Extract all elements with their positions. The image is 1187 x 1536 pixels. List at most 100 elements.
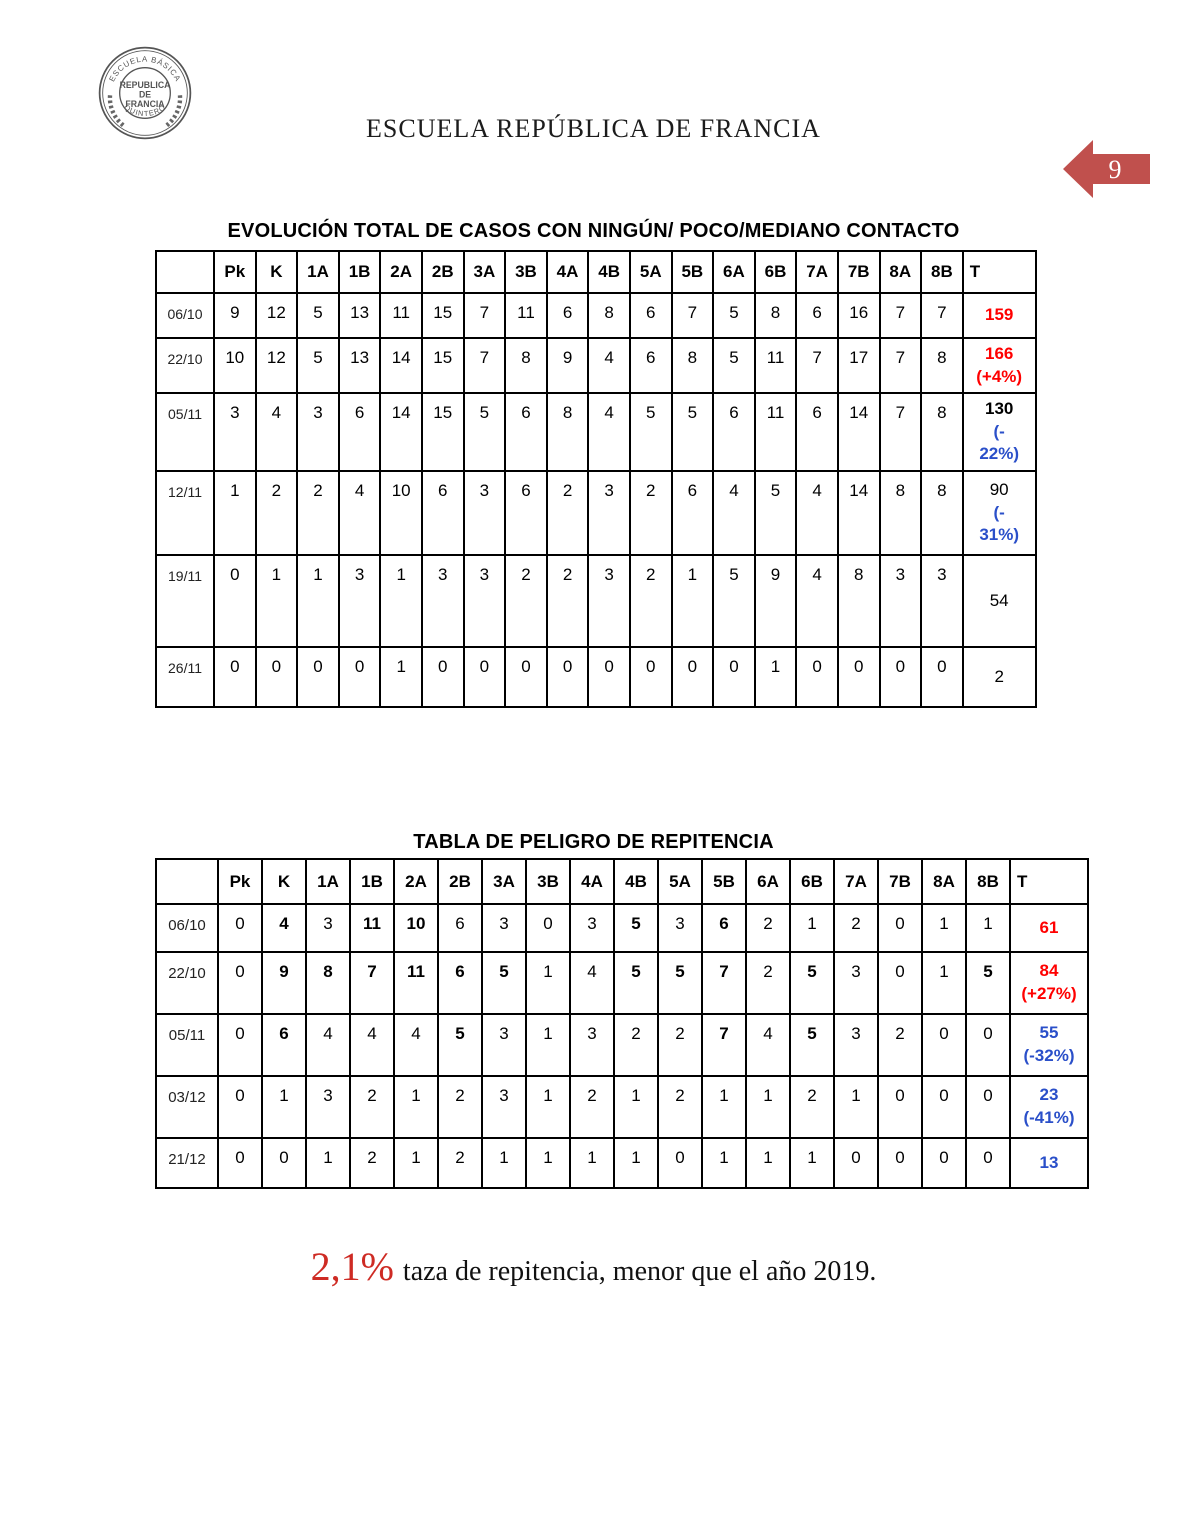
value-cell: 5: [296, 292, 340, 339]
value-cell: 14: [379, 337, 423, 394]
column-header: 1A: [305, 858, 351, 905]
column-header: 8A: [921, 858, 967, 905]
value-cell: 4: [587, 392, 631, 472]
column-header: 2B: [437, 858, 483, 905]
value-cell: 14: [379, 392, 423, 472]
value-cell: 1: [701, 1137, 747, 1189]
value-cell: 5: [753, 470, 798, 556]
value-cell: 4: [349, 1013, 395, 1077]
value-cell: 3: [481, 1013, 527, 1077]
value-cell: 0: [217, 1075, 263, 1139]
laurel-left-icon: [107, 94, 125, 128]
column-header: 6B: [789, 858, 835, 905]
value-cell: 1: [305, 1137, 351, 1189]
value-cell: 7: [878, 337, 923, 394]
value-cell: 8: [753, 292, 798, 339]
value-cell: 2: [657, 1075, 703, 1139]
total-line: 13: [1039, 1152, 1059, 1172]
value-cell: 1: [921, 951, 967, 1015]
value-cell: 0: [420, 646, 465, 708]
value-cell: 5: [712, 554, 756, 648]
value-cell: 1: [789, 1137, 835, 1189]
corner-cell: [155, 858, 219, 905]
row-date-label: 19/11: [155, 554, 215, 648]
column-header: 5A: [657, 858, 703, 905]
value-cell: 7: [462, 292, 507, 339]
value-cell: 12: [254, 337, 299, 394]
column-header: 4B: [587, 250, 631, 294]
value-cell: 5: [628, 392, 673, 472]
value-cell: 1: [789, 903, 835, 953]
table-row: 05/11 3 4 3 6 14 15 5 6 8 4 5 5 6 11 6 14 7 8 130 (- 22%): [155, 392, 1037, 472]
value-cell: 3: [305, 1075, 351, 1139]
value-cell: 11: [753, 392, 798, 472]
value-cell: 6: [420, 470, 465, 556]
value-cell: 14: [836, 470, 881, 556]
value-cell: 5: [613, 951, 659, 1015]
column-header: T: [961, 250, 1037, 294]
value-cell: 3: [462, 554, 507, 648]
value-cell: 8: [836, 554, 881, 648]
value-cell: 0: [877, 1075, 923, 1139]
total-line: 159: [985, 305, 1014, 325]
value-cell: 2: [745, 951, 791, 1015]
total-cell: 166 (+4%): [961, 337, 1037, 394]
value-cell: 3: [920, 554, 964, 648]
repitencia-table-title: TABLA DE PELIGRO DE REPITENCIA: [413, 831, 774, 853]
data-table: Pk K 1A 1B 2A 2B 3A 3B 4A 4B 5A 5B 6A 6B 7A 7B 8A 8B T 06/1…: [155, 858, 1089, 1189]
value-cell: 15: [420, 292, 465, 339]
table-row: 22/10 0 9 8 7 11 6 5 1 4 5 5 7 2 5 3 0 1 5 84 (+27%): [155, 951, 1089, 1015]
value-cell: 3: [878, 554, 923, 648]
value-cell: 6: [628, 337, 673, 394]
value-cell: 15: [420, 337, 465, 394]
total-cell: 55 (-32%): [1009, 1013, 1089, 1077]
total-line: 23: [1039, 1085, 1059, 1105]
value-cell: 1: [379, 646, 423, 708]
value-cell: 2: [437, 1075, 483, 1139]
column-header: Pk: [213, 250, 257, 294]
contact-table-title: EVOLUCIÓN TOTAL DE CASOS CON NINGÚN/ POC…: [227, 220, 960, 242]
column-header: 4B: [613, 858, 659, 905]
value-cell: 6: [628, 292, 673, 339]
row-date-label: 22/10: [155, 951, 219, 1015]
total-line: 166: [985, 343, 1014, 363]
value-cell: 1: [393, 1075, 439, 1139]
value-cell: 2: [833, 903, 879, 953]
value-cell: 0: [878, 646, 923, 708]
value-cell: 1: [753, 646, 798, 708]
value-cell: 10: [379, 470, 423, 556]
column-header: 3A: [481, 858, 527, 905]
stamp-center-line1: REPUBLICA: [120, 80, 172, 90]
value-cell: 7: [878, 392, 923, 472]
table-row: 06/10 0 4 3 11 10 6 3 0 3 5 3 6 2 1 2 0 1 1 61: [155, 903, 1089, 953]
value-cell: 4: [795, 470, 839, 556]
value-cell: 2: [504, 554, 548, 648]
value-cell: 1: [525, 1075, 571, 1139]
column-header: 8B: [965, 858, 1011, 905]
value-cell: 8: [545, 392, 590, 472]
value-cell: 1: [296, 554, 340, 648]
total-cell: 130 (- 22%): [961, 392, 1037, 472]
value-cell: 0: [920, 646, 964, 708]
column-header: 5B: [670, 250, 715, 294]
value-cell: 17: [836, 337, 881, 394]
value-cell: 5: [965, 951, 1011, 1015]
row-date-label: 06/10: [155, 903, 219, 953]
value-cell: 3: [481, 903, 527, 953]
total-line: 84: [1039, 961, 1059, 981]
value-cell: 1: [833, 1075, 879, 1139]
value-cell: 6: [261, 1013, 307, 1077]
total-line: 31%): [979, 525, 1020, 545]
school-name-heading: ESCUELA REPÚBLICA DE FRANCIA: [366, 114, 821, 143]
value-cell: 5: [613, 903, 659, 953]
value-cell: 8: [920, 470, 964, 556]
value-cell: 4: [337, 470, 382, 556]
value-cell: 4: [712, 470, 756, 556]
value-cell: 1: [525, 1137, 571, 1189]
value-cell: 3: [337, 554, 382, 648]
value-cell: 5: [712, 337, 756, 394]
value-cell: 7: [670, 292, 715, 339]
value-cell: 3: [305, 903, 351, 953]
value-cell: 3: [587, 554, 631, 648]
value-cell: 1: [261, 1075, 307, 1139]
